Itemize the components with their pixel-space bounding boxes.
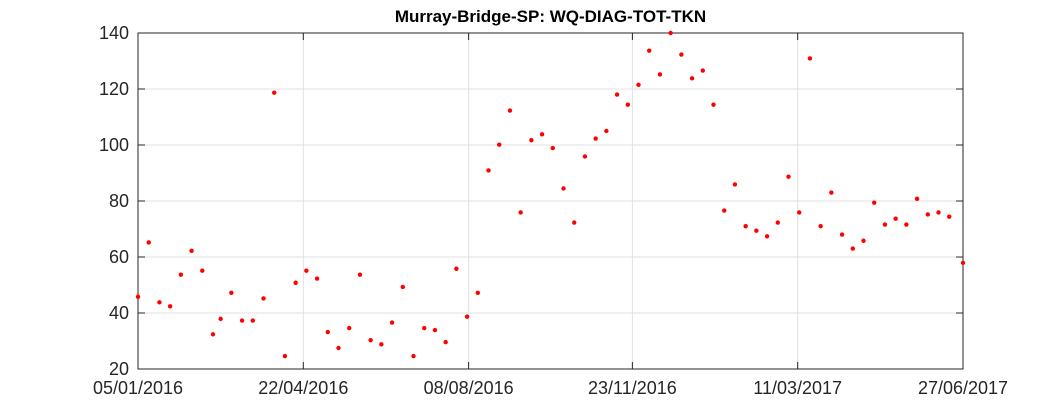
data-point xyxy=(807,56,813,61)
x-tick-label: 08/08/2016 xyxy=(424,378,514,398)
data-point xyxy=(947,214,952,219)
data-point xyxy=(711,102,716,107)
data-point xyxy=(218,316,223,322)
data-point xyxy=(304,268,309,273)
data-point xyxy=(636,82,641,88)
data-point xyxy=(529,138,534,143)
data-point xyxy=(432,327,438,333)
data-point xyxy=(347,325,352,331)
data-point xyxy=(314,276,320,281)
data-point xyxy=(411,353,416,359)
data-point xyxy=(389,320,395,325)
y-tick-label: 100 xyxy=(99,135,129,155)
x-tick-label: 11/03/2017 xyxy=(753,378,842,398)
y-tick-label: 40 xyxy=(109,303,129,323)
data-point xyxy=(850,246,855,251)
data-point xyxy=(700,68,705,73)
data-point xyxy=(960,260,966,266)
y-tick-label: 80 xyxy=(109,191,129,211)
data-point xyxy=(475,290,480,296)
data-point xyxy=(914,196,920,201)
data-point xyxy=(668,30,673,36)
data-point xyxy=(561,186,566,191)
data-point xyxy=(229,290,234,296)
data-point xyxy=(657,72,663,77)
data-point xyxy=(336,345,341,351)
data-point xyxy=(357,272,363,277)
data-point xyxy=(325,329,330,335)
data-point xyxy=(861,238,866,243)
data-point xyxy=(582,154,588,159)
data-point xyxy=(925,212,930,217)
data-point xyxy=(775,220,780,225)
data-point xyxy=(614,92,620,97)
data-point xyxy=(282,353,288,359)
data-point xyxy=(200,268,205,273)
data-point xyxy=(210,332,216,337)
data-point xyxy=(368,337,373,343)
data-point xyxy=(797,210,802,215)
data-point xyxy=(239,318,245,323)
data-point xyxy=(593,136,598,141)
chart-title: Murray-Bridge-SP: WQ-DIAG-TOT-TKN xyxy=(394,7,707,26)
data-point xyxy=(689,76,695,81)
data-point xyxy=(722,208,727,213)
data-point xyxy=(818,224,823,229)
data-point xyxy=(261,296,266,301)
y-tick-label: 140 xyxy=(99,23,129,43)
data-point xyxy=(518,210,523,215)
data-point xyxy=(272,90,277,95)
data-point xyxy=(936,210,941,215)
data-point xyxy=(743,224,748,229)
data-point xyxy=(625,102,630,107)
data-point xyxy=(550,145,555,151)
data-point xyxy=(146,240,151,245)
y-tick-label: 20 xyxy=(109,359,129,379)
x-tick-label: 27/06/2017 xyxy=(918,378,1008,398)
data-point xyxy=(167,304,173,309)
data-point xyxy=(293,280,298,285)
x-tick-label: 23/11/2016 xyxy=(588,378,677,398)
data-point xyxy=(379,342,384,347)
data-point xyxy=(764,234,770,239)
data-point xyxy=(497,142,502,147)
data-point xyxy=(679,52,684,57)
data-point xyxy=(178,272,184,277)
data-point xyxy=(904,222,909,227)
data-point xyxy=(839,232,845,237)
data-point xyxy=(754,228,759,233)
y-tick-label: 60 xyxy=(109,247,129,267)
x-tick-label: 05/01/2016 xyxy=(93,378,183,398)
data-point xyxy=(464,314,470,319)
data-point xyxy=(882,222,888,227)
data-point xyxy=(454,266,459,271)
data-point xyxy=(486,168,491,173)
data-point xyxy=(507,108,513,113)
data-point xyxy=(539,132,545,137)
data-point xyxy=(604,128,609,134)
data-point xyxy=(189,248,194,254)
data-point xyxy=(400,284,405,290)
data-point xyxy=(893,216,898,221)
data-point xyxy=(647,48,652,53)
data-point xyxy=(422,325,427,331)
x-tick-label: 22/04/2016 xyxy=(258,378,348,398)
data-point xyxy=(443,339,448,345)
data-point xyxy=(157,300,162,305)
data-point xyxy=(250,318,255,323)
data-point xyxy=(572,220,577,225)
data-point xyxy=(829,190,834,195)
data-point xyxy=(732,182,738,187)
y-tick-label: 120 xyxy=(99,79,129,99)
data-point xyxy=(786,174,791,179)
data-point xyxy=(135,294,141,299)
data-point xyxy=(872,200,877,205)
